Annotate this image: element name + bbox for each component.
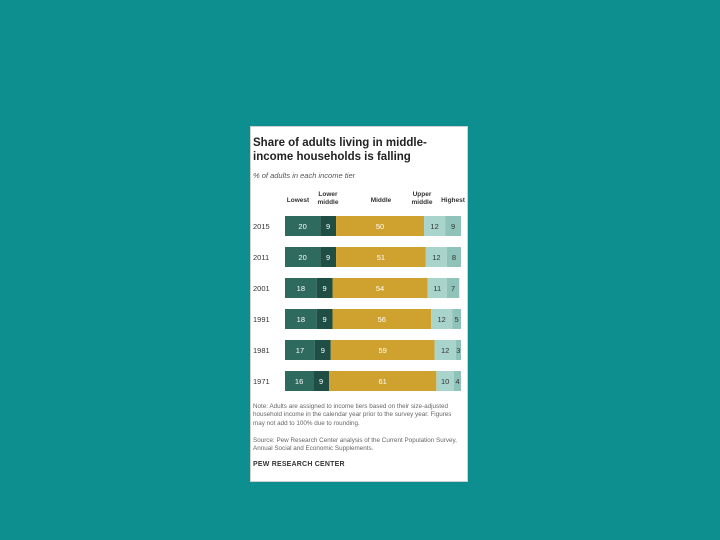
bar-value-label: 18 <box>297 284 305 293</box>
bar-segment <box>329 371 437 391</box>
bar-value-label: 16 <box>295 377 303 386</box>
chart-subtitle: % of adults in each income tier <box>253 171 356 180</box>
bar-value-label: 18 <box>297 315 305 324</box>
bar-value-label: 9 <box>319 377 323 386</box>
bar-segment <box>445 216 461 236</box>
bar-segment <box>436 371 454 391</box>
chart-source: Source: Pew Research Center analysis of … <box>253 437 457 453</box>
bar-segment <box>336 216 425 236</box>
col-header-lowest: Lowest <box>286 197 310 204</box>
bar-value-label: 9 <box>326 222 330 231</box>
bar-segment <box>332 278 428 298</box>
bar-segment <box>320 216 337 236</box>
col-header-lower-middle: Lower middle <box>317 191 339 206</box>
year-label: 2015 <box>253 222 270 231</box>
year-label: 2011 <box>253 253 269 262</box>
col-header-middle: Middle <box>370 197 392 204</box>
bar-value-label: 12 <box>430 222 438 231</box>
brand-logo-text: PEW RESEARCH CENTER <box>253 461 345 468</box>
bar-segment <box>316 309 333 329</box>
bar-segment <box>314 340 331 360</box>
bar-segment <box>330 340 435 360</box>
bar-segment <box>285 309 317 329</box>
bar-value-label: 12 <box>437 315 445 324</box>
bar-value-label: 12 <box>432 253 440 262</box>
bar-segment <box>285 278 317 298</box>
bar-value-label: 7 <box>451 284 455 293</box>
bar-value-label: 17 <box>296 346 304 355</box>
bar-value-label: 5 <box>455 315 459 324</box>
col-header-highest: Highest <box>441 197 465 204</box>
bar-segment <box>285 371 314 391</box>
bar-segment <box>453 371 461 391</box>
chart-note: Note: Adults are assigned to income tier… <box>253 403 452 427</box>
chart-card: Share of adults living in middle-income … <box>250 126 468 482</box>
bar-value-label: 59 <box>379 346 387 355</box>
bar-segment <box>446 278 460 298</box>
bar-segment <box>446 247 461 267</box>
bar-value-label: 12 <box>441 346 449 355</box>
bar-value-label: 9 <box>326 253 330 262</box>
year-label: 1991 <box>253 315 270 324</box>
bar-segment <box>332 309 432 329</box>
bar-value-label: 50 <box>376 222 384 231</box>
bar-value-label: 56 <box>378 315 386 324</box>
bar-segment <box>316 278 333 298</box>
bar-value-label: 9 <box>451 222 455 231</box>
year-label: 2001 <box>253 284 270 293</box>
year-label: 1971 <box>253 377 270 386</box>
bar-segment <box>424 216 446 236</box>
bar-segment <box>431 309 453 329</box>
bar-value-label: 3 <box>456 346 460 355</box>
bar-value-label: 11 <box>433 284 441 293</box>
bar-value-label: 20 <box>298 253 306 262</box>
bar-value-label: 4 <box>455 377 459 386</box>
bar-value-label: 10 <box>441 377 449 386</box>
bar-value-label: 54 <box>376 284 384 293</box>
bar-value-label: 9 <box>321 346 325 355</box>
col-header-upper-middle: Upper middle <box>411 191 433 206</box>
bar-segment <box>452 309 461 329</box>
bar-segment <box>285 216 321 236</box>
bar-value-label: 9 <box>323 315 327 324</box>
bar-value-label: 8 <box>452 253 456 262</box>
bar-value-label: 9 <box>323 284 327 293</box>
bar-value-label: 61 <box>379 377 387 386</box>
year-label: 1981 <box>253 346 270 355</box>
bar-value-label: 20 <box>298 222 306 231</box>
bar-segment <box>313 371 329 391</box>
bar-segment <box>434 340 456 360</box>
bar-segment <box>336 247 426 267</box>
bar-segment <box>427 278 447 298</box>
bar-value-label: 51 <box>377 253 385 262</box>
bar-segment <box>320 247 337 267</box>
bar-segment <box>455 340 461 360</box>
chart-title: Share of adults living in middle-income … <box>253 137 427 163</box>
bar-segment <box>425 247 447 267</box>
bar-segment <box>285 247 321 267</box>
bar-segment <box>285 340 315 360</box>
